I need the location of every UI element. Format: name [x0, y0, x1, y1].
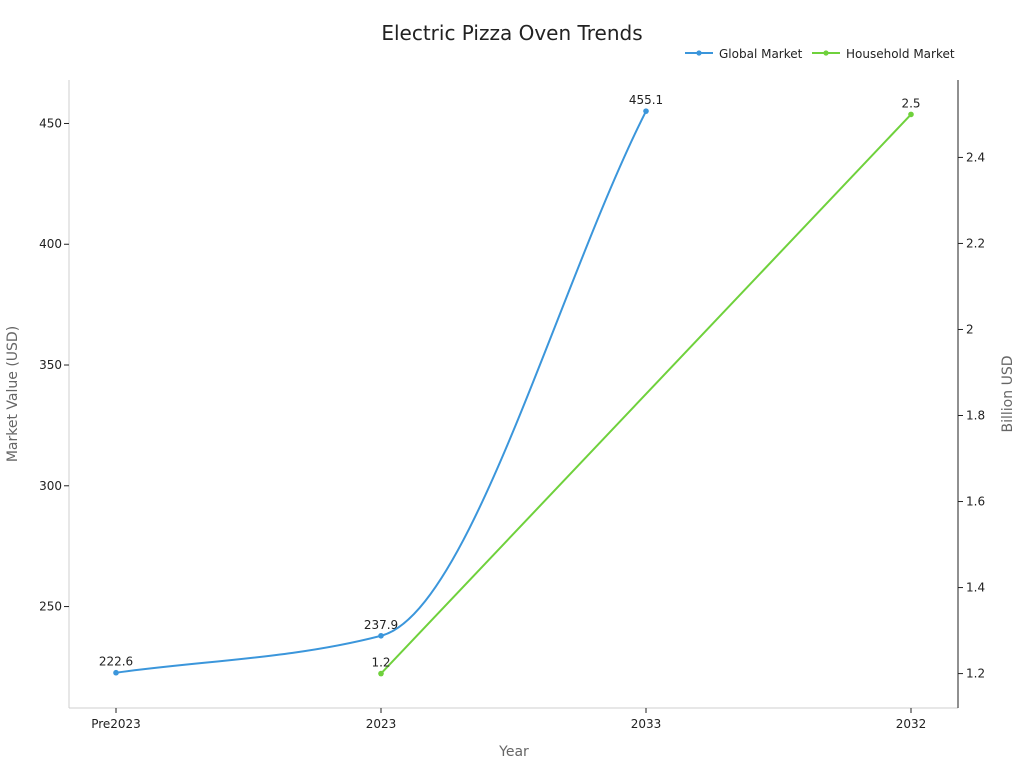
- y-left-tick-label: 450: [39, 116, 62, 130]
- series-household-point: [378, 670, 384, 677]
- y-left-tick-label: 400: [39, 237, 62, 251]
- series-household-line: [380, 113, 912, 675]
- x-axis-label: Year: [498, 744, 529, 760]
- series-global-line: [115, 110, 647, 674]
- x-tick-label: 2033: [631, 717, 662, 731]
- y-axis-right-label: Billion USD: [1000, 356, 1016, 433]
- legend-item-household[interactable]: Household Market: [812, 47, 955, 61]
- y-right-tick-label: 1.4: [966, 581, 985, 595]
- y-left-tick-label: 300: [39, 479, 62, 493]
- series-global-data-label: 455.1: [629, 93, 663, 107]
- legend-item-global[interactable]: Global Market: [685, 47, 803, 61]
- legend-label-household: Household Market: [846, 47, 955, 61]
- legend-marker-global: [696, 50, 702, 56]
- y-left-tick-label: 350: [39, 358, 62, 372]
- y-left-tick-label: 250: [39, 600, 62, 614]
- y-right-tick-label: 1.2: [966, 667, 985, 681]
- series-global-point: [643, 108, 649, 114]
- series-global-data-label: 237.9: [364, 618, 398, 632]
- legend-marker-household: [823, 50, 829, 56]
- ticks: Pre2023 2023 2033 2032 250 300 350 400 450 1.2 1.4…: [39, 116, 985, 731]
- series-household-point: [908, 111, 914, 118]
- series-household-data-label: 2.5: [901, 96, 920, 110]
- series-global-data-label: 222.6: [99, 655, 133, 669]
- y-right-tick-label: 2.2: [966, 236, 985, 250]
- series-global-point: [378, 632, 384, 639]
- series-layer: 222.6 237.9 455.1 1.2 2.5: [99, 93, 921, 677]
- y-right-tick-label: 2: [966, 322, 974, 336]
- y-right-tick-label: 2.4: [966, 150, 985, 164]
- axes: [68, 80, 959, 709]
- y-axis-left-label: Market Value (USD): [5, 326, 21, 462]
- series-household-data-label: 1.2: [371, 656, 390, 670]
- chart-title: Electric Pizza Oven Trends: [381, 21, 642, 45]
- y-right-tick-label: 1.6: [966, 495, 985, 509]
- legend-label-global: Global Market: [719, 47, 803, 61]
- x-tick-label: 2023: [366, 717, 397, 731]
- x-tick-label: Pre2023: [91, 717, 141, 731]
- y-right-tick-label: 1.8: [966, 409, 985, 423]
- series-global-point: [113, 669, 119, 676]
- legend: Global Market Household Market: [685, 47, 955, 61]
- x-tick-label: 2032: [896, 717, 927, 731]
